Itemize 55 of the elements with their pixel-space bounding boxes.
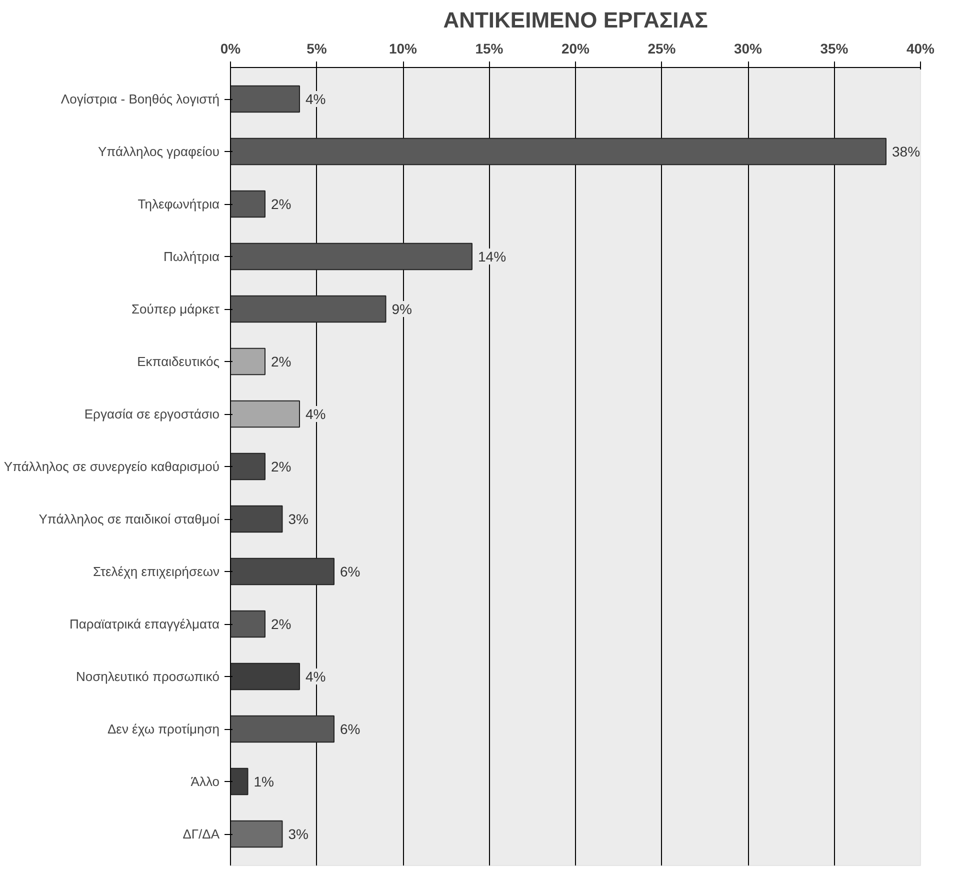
data-label: 14% <box>478 248 506 264</box>
bar <box>230 242 472 270</box>
y-tick-label: Λογίστρια - Βοηθός λογιστή <box>60 92 220 106</box>
data-label: 6% <box>340 564 360 580</box>
bar <box>230 348 266 376</box>
y-tick-label: Υπάλληλος σε συνεργείο καθαρισμού <box>4 459 220 474</box>
y-tick-label: Άλλο <box>190 774 220 789</box>
data-label: 3% <box>288 511 308 527</box>
data-label: 6% <box>340 721 360 737</box>
y-tick-label: Εκπαιδευτικός <box>137 354 220 369</box>
data-label: 4% <box>306 406 326 422</box>
y-tick-label: Πωλήτρια <box>164 249 220 264</box>
data-label: 3% <box>288 826 308 842</box>
bar <box>230 295 386 323</box>
data-label: 2% <box>271 196 292 212</box>
x-tick-label: 30% <box>734 40 763 56</box>
x-tick-label: 15% <box>475 40 504 56</box>
y-tick-label: Υπάλληλος γραφείου <box>98 144 220 159</box>
data-label: 2% <box>271 354 292 370</box>
data-label: 2% <box>271 616 292 632</box>
bar <box>230 820 283 848</box>
x-tick-label: 10% <box>388 40 418 56</box>
bar <box>230 138 886 166</box>
y-tick-label: Δεν έχω προτίμηση <box>107 722 220 736</box>
x-tick-label: 20% <box>561 40 590 56</box>
y-tick-label: ΔΓ/ΔΑ <box>182 826 220 842</box>
x-tick-label: 25% <box>648 40 676 56</box>
bar <box>230 85 300 113</box>
data-label: 1% <box>254 774 274 790</box>
bar <box>230 715 334 743</box>
y-tick-label: Υπάλληλος σε παιδικοί σταθμοί <box>38 512 220 526</box>
bar <box>230 400 300 428</box>
y-tick-label: Εργασία σε εργοστάσιο <box>84 406 220 422</box>
bar <box>230 768 248 796</box>
bar <box>230 505 283 533</box>
data-label: 4% <box>306 91 326 107</box>
data-label: 9% <box>392 301 412 317</box>
bar <box>230 558 334 586</box>
data-label: 2% <box>271 458 292 474</box>
x-tick-label: 5% <box>306 40 328 56</box>
bar <box>230 662 300 690</box>
x-tick-label: 40% <box>906 40 936 56</box>
y-tick-label: Παραϊατρικά επαγγέλματα <box>70 616 220 632</box>
bar <box>230 610 266 638</box>
data-label: 4% <box>306 668 326 684</box>
y-tick-label: Σούπερ μάρκετ <box>132 302 220 316</box>
x-tick-label: 35% <box>820 40 849 56</box>
y-tick-label: Νοσηλευτικό προσωπικό <box>76 669 220 684</box>
bar <box>230 190 266 218</box>
y-tick-label: Στελέχη επιχειρήσεων <box>92 564 220 579</box>
x-tick-label: 0% <box>220 40 242 56</box>
chart-title: ΑΝΤΙΚΕΙΜΕΝΟ ΕΡΓΑΣΙΑΣ <box>443 8 708 32</box>
data-label: 38% <box>892 144 920 160</box>
y-tick-label: Τηλεφωνήτρια <box>138 196 220 212</box>
bar <box>230 452 266 480</box>
